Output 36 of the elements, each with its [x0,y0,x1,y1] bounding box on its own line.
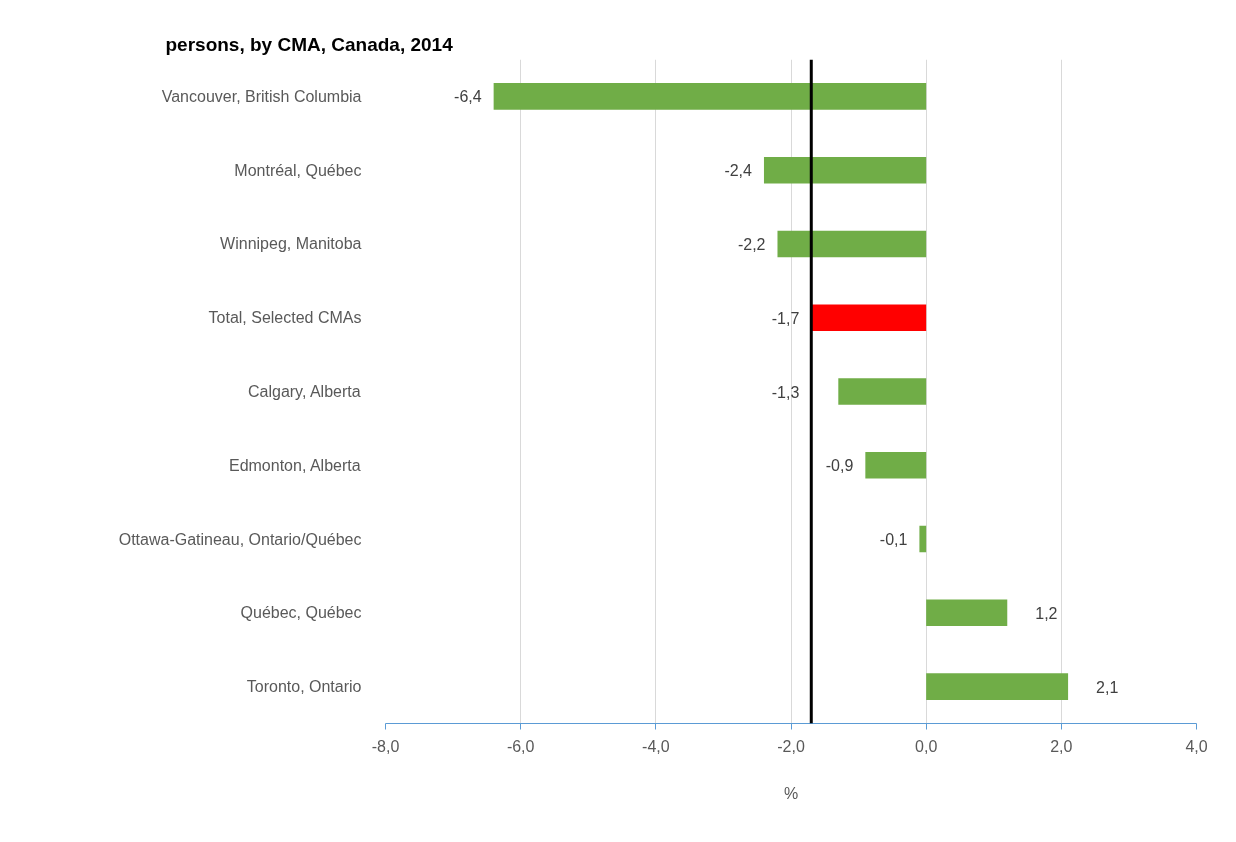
x-tick-label: 0,0 [915,737,938,755]
x-tick-label: 4,0 [1185,737,1208,755]
x-tick-label: -6,0 [506,737,535,755]
y-tick-label: Edmonton, Alberta [228,456,361,474]
x-tick-label: -2,0 [777,737,805,755]
y-tick-label: Québec, Québec [240,604,362,622]
data-label: -0,1 [879,531,908,549]
bar [919,525,927,553]
y-tick-label: Total, Selected CMAs [208,309,362,327]
bar [811,304,927,331]
y-tick-label: Winnipeg, Manitoba [220,235,362,253]
bar [763,156,927,184]
bar [926,673,1069,700]
chart-title: persons, by CMA, Canada, 2014 [165,33,454,55]
y-tick-label: Montréal, Québec [234,161,362,179]
data-label: -1,3 [771,383,800,401]
bar [865,452,927,479]
data-label: -2,2 [737,235,766,253]
bar [777,230,927,258]
data-label: -6,4 [454,88,482,106]
data-label: 1,2 [1035,604,1058,622]
y-tick-label: Toronto, Ontario [246,678,362,696]
x-tick-label: -4,0 [642,737,670,755]
y-tick-label: Ottawa-Gatineau, Ontario/Québec [118,530,362,548]
y-tick-label: Vancouver, British Columbia [161,87,362,105]
x-tick-label: -8,0 [371,737,400,755]
x-axis-title: % [783,784,799,802]
data-label: -1,7 [771,309,800,327]
bar [493,83,927,110]
bar [838,378,927,405]
y-tick-label: Calgary, Alberta [247,383,361,400]
data-label: -2,4 [724,162,753,180]
x-tick-label: 2,0 [1050,737,1073,755]
data-label: -0,9 [825,457,854,475]
data-label: 2,1 [1096,678,1119,696]
bar [926,599,1008,627]
